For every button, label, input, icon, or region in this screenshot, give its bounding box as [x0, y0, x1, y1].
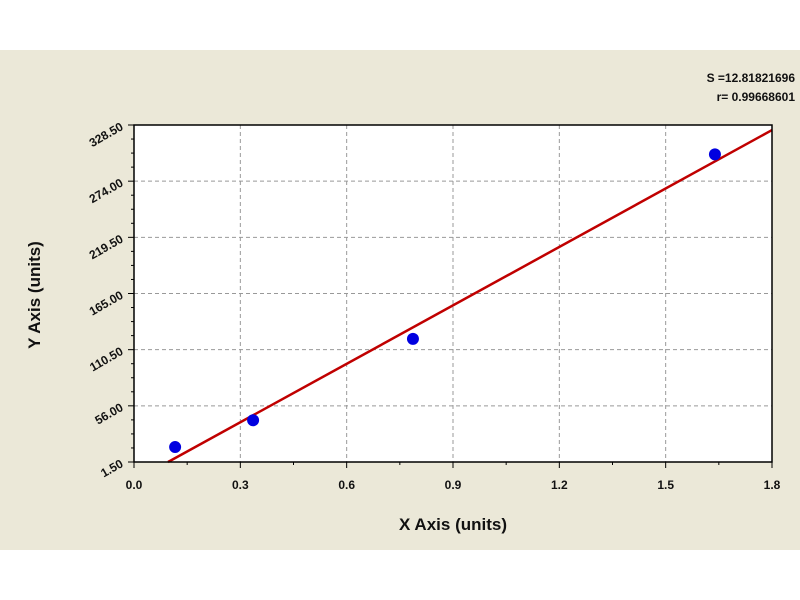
x-axis-label: X Axis (units): [399, 515, 507, 534]
y-tick-label: 328.50: [87, 119, 126, 150]
x-tick-label: 0.9: [445, 478, 462, 492]
x-tick-label: 1.8: [764, 478, 781, 492]
annotation-r: r= 0.99668601: [717, 90, 796, 104]
data-point: [169, 441, 182, 454]
x-tick-label: 0.3: [232, 478, 249, 492]
data-point: [708, 148, 721, 161]
fit-line: [167, 128, 773, 464]
y-tick-label: 56.00: [92, 400, 125, 427]
data-point: [406, 332, 419, 345]
x-tick-label: 1.5: [657, 478, 674, 492]
y-tick-label: 274.00: [87, 175, 126, 206]
y-tick-label: 110.50: [87, 344, 125, 374]
y-axis-label: Y Axis (units): [25, 241, 44, 349]
y-tick-label: 165.00: [87, 288, 126, 319]
x-tick-label: 0.6: [338, 478, 355, 492]
annotation-s: S =12.81821696: [707, 71, 796, 85]
y-tick-label: 1.50: [98, 456, 126, 480]
x-tick-label: 0.0: [126, 478, 143, 492]
data-point: [247, 414, 260, 427]
y-tick-label: 219.50: [87, 232, 126, 263]
x-tick-label: 1.2: [551, 478, 568, 492]
